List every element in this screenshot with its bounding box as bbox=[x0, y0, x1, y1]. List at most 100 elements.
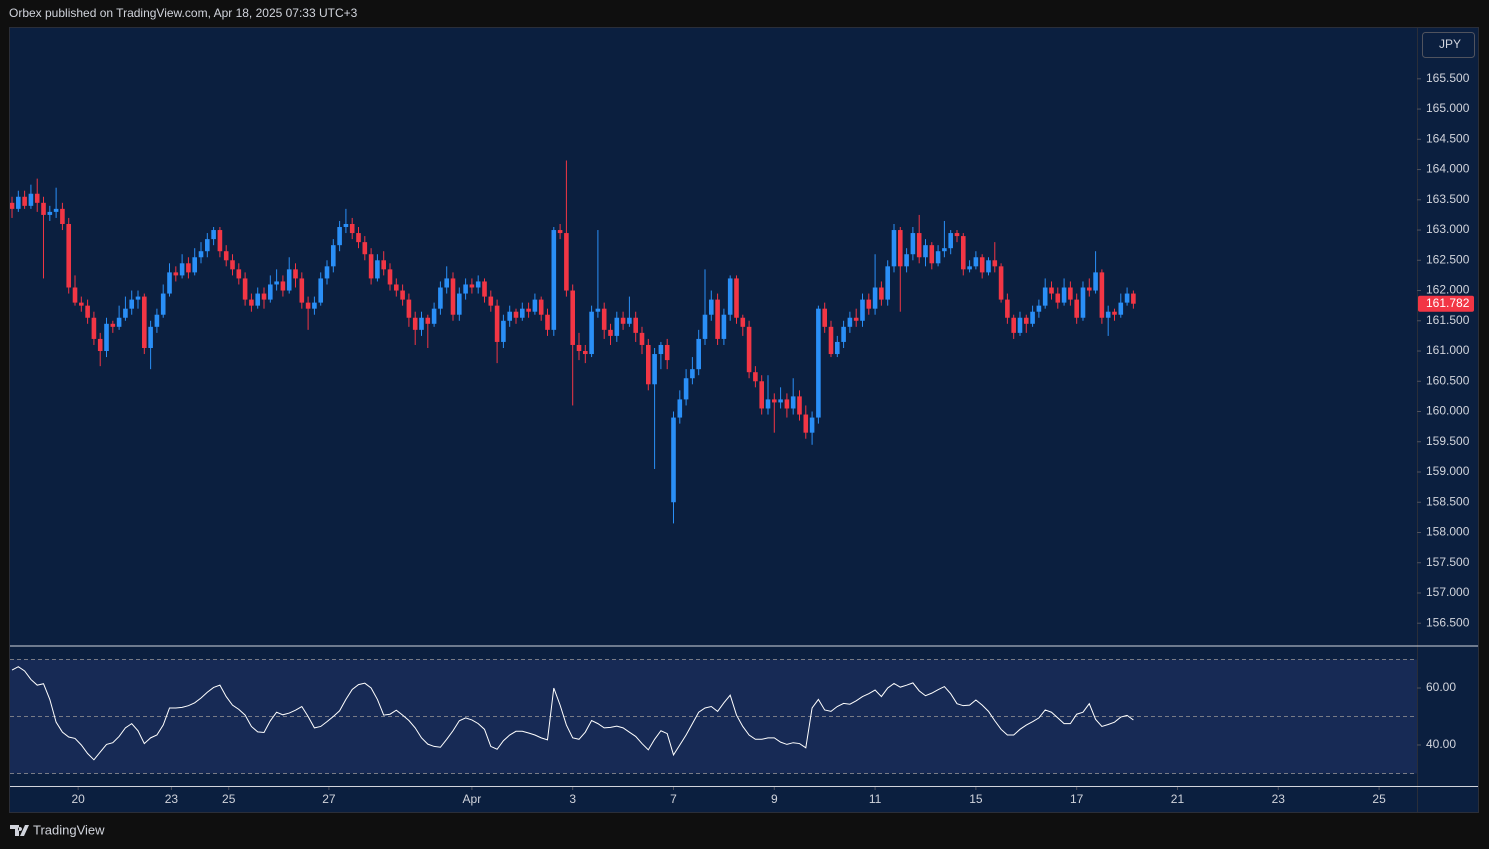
candle-body bbox=[173, 272, 179, 276]
candle-body bbox=[645, 344, 651, 385]
candle-body bbox=[387, 269, 393, 285]
candle-body bbox=[683, 378, 689, 400]
candle-body bbox=[1112, 311, 1117, 315]
candle-body bbox=[708, 299, 714, 315]
y-tick-label: 165.000 bbox=[1426, 101, 1470, 115]
candle-body bbox=[305, 302, 311, 309]
candle-body bbox=[362, 242, 368, 255]
candle-body bbox=[702, 314, 708, 339]
candle-body bbox=[715, 299, 720, 339]
candle-body bbox=[916, 233, 922, 258]
currency-label[interactable]: JPY bbox=[1439, 37, 1461, 51]
candle-body bbox=[759, 381, 764, 409]
candle-body bbox=[412, 317, 418, 330]
candle-body bbox=[664, 344, 670, 361]
y-tick-label: 160.500 bbox=[1426, 373, 1470, 387]
candle-body bbox=[261, 293, 267, 300]
candle-body bbox=[658, 344, 664, 355]
candle-body bbox=[501, 320, 506, 342]
candle-body bbox=[299, 278, 305, 303]
candle-body bbox=[526, 308, 531, 312]
candle-body bbox=[639, 332, 645, 345]
candle-body bbox=[595, 308, 601, 312]
candle-body bbox=[286, 269, 292, 291]
candle-body bbox=[784, 399, 790, 409]
x-tick-label: 20 bbox=[71, 792, 85, 806]
y-tick-label: 160.000 bbox=[1426, 404, 1470, 418]
candle-body bbox=[280, 281, 286, 291]
candle-body bbox=[954, 233, 960, 237]
candle-body bbox=[28, 193, 34, 206]
y-tick-label: 157.000 bbox=[1426, 585, 1470, 599]
candle-body bbox=[469, 284, 475, 288]
candle-body bbox=[633, 317, 638, 333]
candle-body bbox=[942, 248, 947, 252]
candle-body bbox=[765, 399, 771, 409]
candle-body bbox=[148, 326, 153, 348]
candle-body bbox=[778, 399, 783, 403]
candle-body bbox=[1023, 317, 1029, 324]
candle-body bbox=[885, 266, 890, 300]
candle-body bbox=[438, 287, 443, 309]
candle-body bbox=[671, 417, 676, 503]
candle-body bbox=[538, 299, 544, 315]
candle-body bbox=[520, 308, 525, 318]
candle-body bbox=[513, 311, 519, 318]
candle-body bbox=[998, 266, 1004, 300]
candle-body bbox=[960, 236, 966, 270]
candle-body bbox=[614, 317, 620, 336]
candle-body bbox=[242, 278, 248, 300]
x-tick-label: 25 bbox=[1372, 792, 1386, 806]
x-tick-label: 15 bbox=[969, 792, 983, 806]
candle-body bbox=[79, 302, 84, 306]
candle-body bbox=[690, 369, 695, 379]
candle-body bbox=[677, 399, 683, 418]
candle-body bbox=[652, 354, 657, 385]
publish-note: Orbex published on TradingView.com, Apr … bbox=[9, 6, 358, 20]
x-tick-label: Apr bbox=[463, 792, 482, 806]
candle-body bbox=[400, 290, 405, 300]
candle-body bbox=[948, 233, 953, 249]
y-tick-label: 164.000 bbox=[1426, 162, 1470, 176]
candle-body bbox=[331, 245, 336, 267]
candle-body bbox=[620, 317, 626, 324]
tradingview-logo: TradingView bbox=[10, 822, 105, 837]
candle-body bbox=[349, 223, 355, 234]
x-tick-label: 23 bbox=[1272, 792, 1286, 806]
candle-body bbox=[1080, 287, 1086, 318]
candle-body bbox=[356, 233, 361, 243]
candle-body bbox=[746, 326, 752, 373]
candle-body bbox=[16, 196, 21, 209]
x-tick-label: 23 bbox=[165, 792, 179, 806]
candle-body bbox=[60, 208, 65, 224]
candle-body bbox=[929, 245, 935, 264]
candle-body bbox=[217, 230, 223, 252]
candle-body bbox=[696, 338, 701, 370]
candle-body bbox=[255, 293, 261, 306]
candle-body bbox=[545, 314, 550, 330]
candle-body bbox=[601, 308, 607, 330]
candle-body bbox=[627, 317, 632, 324]
candle-body bbox=[318, 278, 324, 303]
candle-body bbox=[1005, 299, 1010, 318]
candle-body bbox=[419, 317, 424, 330]
candle-body bbox=[771, 399, 777, 403]
candle-body bbox=[797, 396, 802, 415]
candle-body bbox=[249, 299, 254, 306]
candle-body bbox=[1030, 311, 1035, 324]
currency-button[interactable] bbox=[1422, 32, 1475, 58]
candle-body bbox=[324, 266, 330, 279]
x-tick-label: 27 bbox=[322, 792, 336, 806]
candle-body bbox=[34, 193, 40, 203]
candle-body bbox=[841, 326, 846, 342]
candle-body bbox=[53, 208, 59, 212]
candle-body bbox=[1011, 317, 1016, 333]
candle-body bbox=[721, 314, 727, 339]
candle-body bbox=[727, 278, 733, 315]
candle-body bbox=[268, 284, 273, 300]
candle-body bbox=[1061, 287, 1067, 303]
y-tick-label: 60.00 bbox=[1426, 680, 1456, 694]
y-tick-label: 161.000 bbox=[1426, 343, 1470, 357]
candle-body bbox=[10, 202, 15, 209]
